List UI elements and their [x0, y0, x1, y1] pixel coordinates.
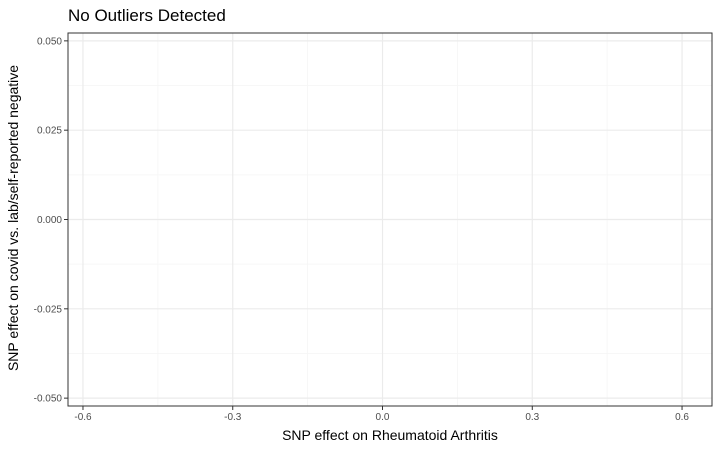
- y-tick-label: 0.050: [37, 36, 62, 47]
- x-tick-label: 0.0: [376, 412, 390, 423]
- x-axis: -0.6 -0.3 0.0 0.3 0.6: [74, 406, 689, 423]
- x-axis-title: SNP effect on Rheumatoid Arthritis: [282, 427, 498, 443]
- x-tick-label: 0.3: [525, 412, 539, 423]
- y-axis-title: SNP effect on covid vs. lab/self-reporte…: [5, 65, 21, 371]
- y-tick-label: -0.025: [34, 304, 63, 315]
- chart-title: No Outliers Detected: [68, 6, 226, 25]
- x-tick-label: 0.6: [675, 412, 689, 423]
- y-tick-label: 0.000: [37, 215, 62, 226]
- y-axis: 0.050 0.025 0.000 -0.025 -0.050: [34, 36, 68, 404]
- x-tick-label: -0.6: [74, 412, 92, 423]
- x-tick-label: -0.3: [224, 412, 242, 423]
- y-tick-label: 0.025: [37, 126, 62, 137]
- y-tick-label: -0.050: [34, 394, 63, 405]
- major-gridlines: [68, 33, 712, 406]
